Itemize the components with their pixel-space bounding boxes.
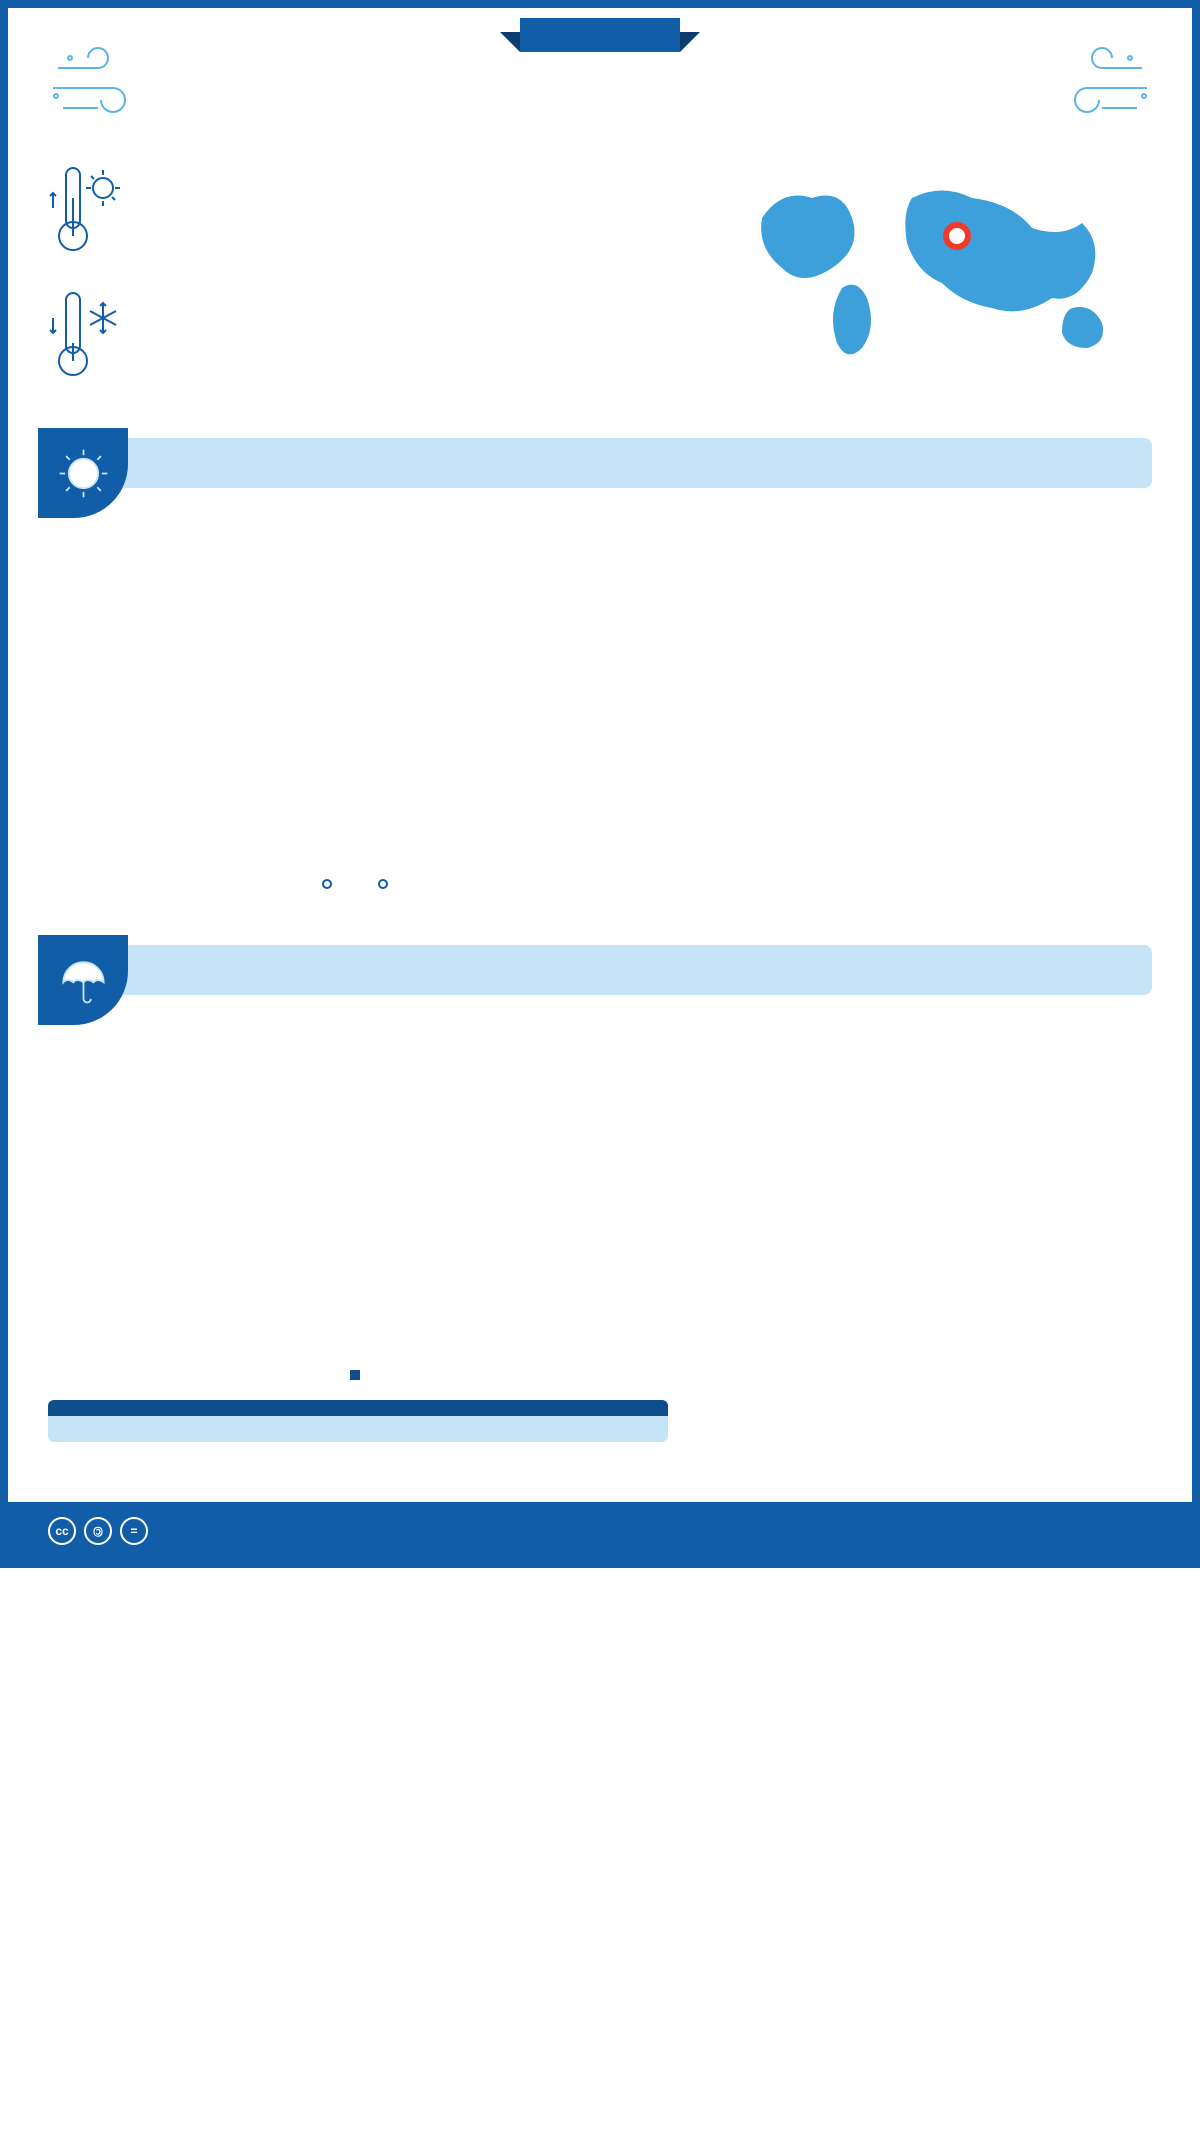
coordinates [1165,168,1177,175]
thermometer-snow-icon [48,283,128,383]
nd-icon: = [120,1517,148,1545]
precipitation-chart [48,1015,668,1355]
cc-icon: cc [48,1517,76,1545]
wind-icon [48,38,168,128]
legend-min [373,883,399,885]
temperature-chart [48,508,668,885]
precipitation-summary [698,1015,1152,1075]
fact-warmest [48,158,702,258]
title-ribbon [520,38,680,52]
sun-icon [56,446,111,501]
legend-precip [350,1370,366,1380]
precip-probability [48,1400,668,1442]
by-icon: 🄯 [84,1517,112,1545]
umbrella-icon [56,953,111,1008]
section-banner-precipitation [48,945,1152,995]
fact-coldest [48,283,702,383]
thermometer-sun-icon [48,158,128,258]
wind-icon [1032,38,1152,128]
world-map [732,158,1152,408]
cc-license: cc 🄯 = [48,1517,156,1545]
footer: cc 🄯 = [8,1502,1192,1560]
legend-max [317,883,343,885]
header [48,38,1152,128]
temperature-summary [698,508,1152,568]
section-banner-temperature [48,438,1152,488]
